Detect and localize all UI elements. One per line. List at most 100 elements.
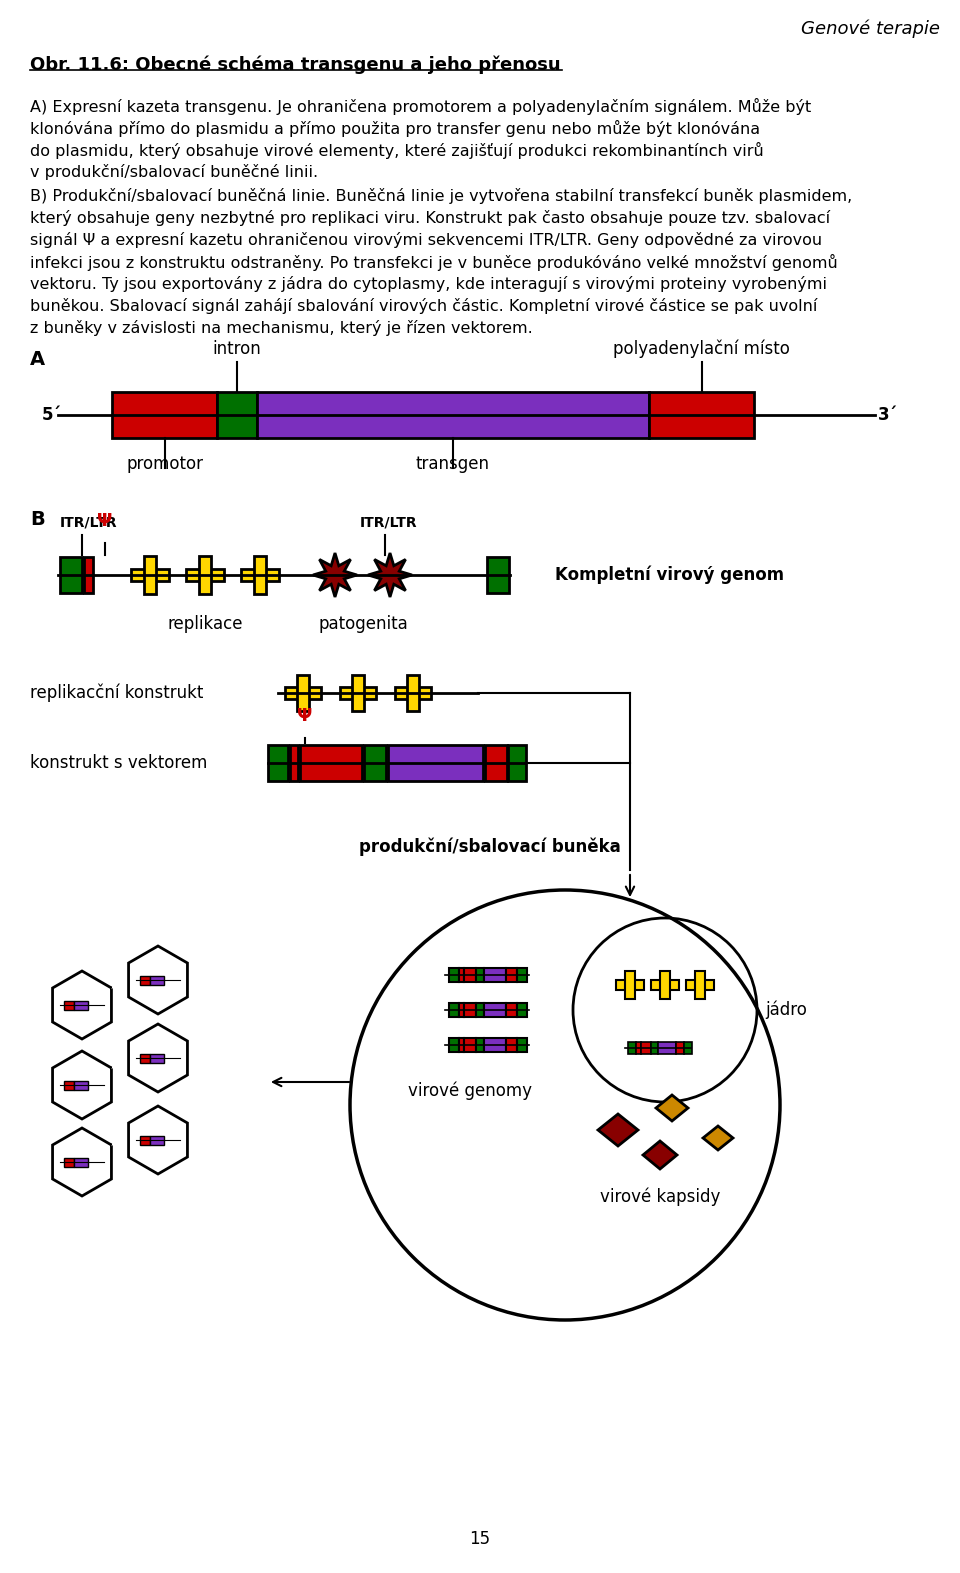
Polygon shape	[703, 1126, 733, 1150]
FancyBboxPatch shape	[388, 746, 483, 782]
FancyBboxPatch shape	[641, 1041, 651, 1054]
FancyBboxPatch shape	[651, 1041, 658, 1054]
Text: A: A	[30, 351, 45, 370]
FancyBboxPatch shape	[686, 980, 714, 989]
Polygon shape	[368, 554, 412, 598]
Polygon shape	[643, 1140, 677, 1169]
Text: B: B	[30, 510, 45, 529]
FancyBboxPatch shape	[290, 746, 298, 782]
Text: signál Ψ a expresní kazetu ohraničenou virovými sekvencemi ITR/LTR. Geny odpověd: signál Ψ a expresní kazetu ohraničenou v…	[30, 231, 822, 249]
FancyBboxPatch shape	[257, 392, 649, 437]
FancyBboxPatch shape	[464, 967, 476, 982]
FancyBboxPatch shape	[459, 1038, 464, 1052]
FancyBboxPatch shape	[476, 967, 484, 982]
FancyBboxPatch shape	[395, 687, 431, 698]
Text: 15: 15	[469, 1531, 491, 1548]
Text: který obsahuje geny nezbytné pro replikaci viru. Konstrukt pak často obsahuje po: který obsahuje geny nezbytné pro replika…	[30, 211, 830, 227]
FancyBboxPatch shape	[517, 967, 527, 982]
Text: buněkou. Sbalovací signál zahájí sbalování virových částic. Kompletní virové čás: buněkou. Sbalovací signál zahájí sbalová…	[30, 297, 817, 315]
FancyBboxPatch shape	[253, 555, 266, 595]
FancyBboxPatch shape	[517, 1004, 527, 1018]
Polygon shape	[53, 1128, 111, 1195]
FancyBboxPatch shape	[484, 967, 507, 982]
FancyBboxPatch shape	[507, 1038, 517, 1052]
Text: klonóvána přímo do plasmidu a přímo použita pro transfer genu nebo může být klon: klonóvána přímo do plasmidu a přímo použ…	[30, 120, 760, 137]
Polygon shape	[53, 1051, 111, 1118]
Text: Obr. 11.6: Obecné schéma transgenu a jeho přenosu: Obr. 11.6: Obecné schéma transgenu a jeh…	[30, 55, 561, 74]
Text: patogenita: patogenita	[318, 615, 408, 632]
FancyBboxPatch shape	[60, 557, 82, 593]
Text: polyadenylační místo: polyadenylační místo	[613, 340, 790, 359]
FancyBboxPatch shape	[140, 1054, 150, 1062]
FancyBboxPatch shape	[636, 1041, 641, 1054]
Polygon shape	[313, 554, 357, 598]
FancyBboxPatch shape	[649, 392, 754, 437]
FancyBboxPatch shape	[407, 675, 419, 711]
FancyBboxPatch shape	[131, 569, 169, 582]
FancyBboxPatch shape	[268, 746, 288, 782]
Text: ITR/LTR: ITR/LTR	[60, 516, 118, 530]
Text: promotor: promotor	[126, 455, 203, 473]
FancyBboxPatch shape	[628, 1041, 636, 1054]
FancyBboxPatch shape	[217, 392, 257, 437]
Text: infekci jsou z konstruktu odstraněny. Po transfekci je v buněce produkóváno velk: infekci jsou z konstruktu odstraněny. Po…	[30, 253, 838, 271]
Text: v produkční/sbalovací buněčné linii.: v produkční/sbalovací buněčné linii.	[30, 164, 318, 179]
Text: virové kapsidy: virové kapsidy	[600, 1188, 720, 1206]
FancyBboxPatch shape	[464, 1004, 476, 1018]
FancyBboxPatch shape	[352, 675, 364, 711]
FancyBboxPatch shape	[300, 746, 362, 782]
Text: 3´: 3´	[878, 406, 898, 425]
FancyBboxPatch shape	[449, 967, 459, 982]
FancyBboxPatch shape	[485, 746, 507, 782]
Text: replikacční konstrukt: replikacční konstrukt	[30, 684, 204, 702]
FancyBboxPatch shape	[285, 687, 321, 698]
FancyBboxPatch shape	[449, 1038, 459, 1052]
FancyBboxPatch shape	[340, 687, 376, 698]
Polygon shape	[656, 1095, 688, 1122]
FancyBboxPatch shape	[364, 746, 386, 782]
Text: z buněky v závislosti na mechanismu, který je řízen vektorem.: z buněky v závislosti na mechanismu, kte…	[30, 319, 533, 337]
FancyBboxPatch shape	[651, 980, 679, 989]
FancyBboxPatch shape	[459, 967, 464, 982]
Text: virové genomy: virové genomy	[408, 1082, 532, 1101]
Text: Kompletní virový genom: Kompletní virový genom	[555, 566, 784, 584]
Polygon shape	[598, 1114, 638, 1147]
FancyBboxPatch shape	[517, 1038, 527, 1052]
FancyBboxPatch shape	[658, 1041, 676, 1054]
FancyBboxPatch shape	[684, 1041, 692, 1054]
FancyBboxPatch shape	[476, 1038, 484, 1052]
FancyBboxPatch shape	[464, 1038, 476, 1052]
FancyBboxPatch shape	[695, 971, 705, 999]
FancyBboxPatch shape	[507, 1004, 517, 1018]
Text: transgen: transgen	[416, 455, 490, 473]
FancyBboxPatch shape	[74, 1158, 88, 1167]
FancyBboxPatch shape	[487, 557, 509, 593]
FancyBboxPatch shape	[112, 392, 217, 437]
FancyBboxPatch shape	[660, 971, 670, 999]
Text: B) Produkční/sbalovací buněčná linie. Buněčná linie je vytvořena stabilní transf: B) Produkční/sbalovací buněčná linie. Bu…	[30, 189, 852, 204]
FancyBboxPatch shape	[507, 967, 517, 982]
FancyBboxPatch shape	[74, 1081, 88, 1090]
FancyBboxPatch shape	[64, 1081, 74, 1090]
Text: intron: intron	[212, 340, 261, 359]
Text: jádro: jádro	[765, 1000, 806, 1019]
FancyBboxPatch shape	[476, 1004, 484, 1018]
FancyBboxPatch shape	[84, 557, 93, 593]
Text: ITR/LTR: ITR/LTR	[360, 516, 418, 530]
Text: 5´: 5´	[42, 406, 61, 425]
FancyBboxPatch shape	[150, 1136, 164, 1145]
FancyBboxPatch shape	[241, 569, 279, 582]
FancyBboxPatch shape	[64, 1000, 74, 1010]
Text: vektoru. Ty jsou exportovány z jádra do cytoplasmy, kde interagují s virovými pr: vektoru. Ty jsou exportovány z jádra do …	[30, 275, 827, 293]
Text: Genové terapie: Genové terapie	[801, 20, 940, 38]
Text: konstrukt s vektorem: konstrukt s vektorem	[30, 753, 207, 772]
FancyBboxPatch shape	[616, 980, 644, 989]
FancyBboxPatch shape	[140, 1136, 150, 1145]
FancyBboxPatch shape	[508, 746, 526, 782]
Text: Ψ: Ψ	[97, 511, 112, 530]
FancyBboxPatch shape	[144, 555, 156, 595]
FancyBboxPatch shape	[459, 1004, 464, 1018]
Text: replikace: replikace	[167, 615, 243, 632]
FancyBboxPatch shape	[74, 1000, 88, 1010]
Polygon shape	[129, 1024, 187, 1092]
